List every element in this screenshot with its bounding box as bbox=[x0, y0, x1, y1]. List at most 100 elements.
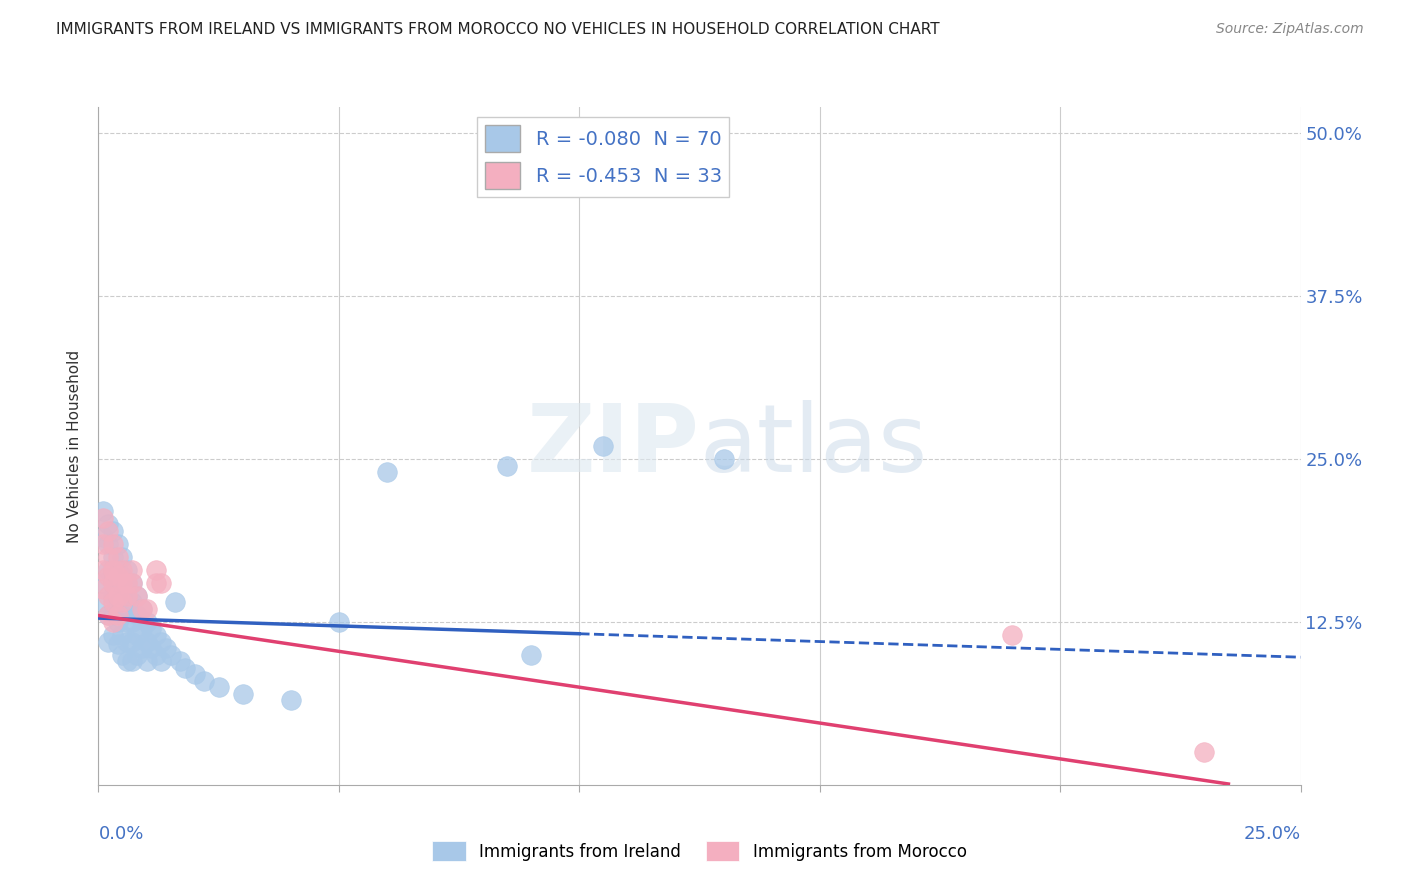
Point bbox=[101, 589, 124, 603]
Point bbox=[208, 680, 231, 694]
Point bbox=[101, 524, 124, 538]
Point bbox=[121, 634, 143, 648]
Point bbox=[183, 667, 205, 681]
Point bbox=[117, 589, 139, 603]
Point bbox=[131, 602, 153, 616]
Point bbox=[520, 648, 543, 662]
Point bbox=[107, 589, 129, 603]
Point bbox=[91, 504, 114, 518]
Point bbox=[117, 575, 139, 590]
Point bbox=[169, 654, 191, 668]
Point bbox=[135, 654, 157, 668]
Point bbox=[145, 628, 167, 642]
Point bbox=[117, 615, 139, 629]
Point bbox=[107, 569, 129, 583]
Point bbox=[193, 673, 215, 688]
Point bbox=[97, 563, 120, 577]
Point bbox=[107, 637, 129, 651]
Point bbox=[97, 608, 120, 623]
Point bbox=[117, 595, 139, 609]
Point bbox=[145, 648, 167, 662]
Point bbox=[165, 595, 187, 609]
Text: Source: ZipAtlas.com: Source: ZipAtlas.com bbox=[1216, 22, 1364, 37]
Point bbox=[135, 615, 157, 629]
Point bbox=[328, 615, 350, 629]
Point bbox=[91, 575, 114, 590]
Point bbox=[496, 458, 519, 473]
Point bbox=[121, 615, 143, 629]
Point bbox=[149, 634, 172, 648]
Point bbox=[97, 634, 120, 648]
Point bbox=[97, 517, 120, 532]
Point bbox=[107, 549, 129, 564]
Point bbox=[125, 589, 148, 603]
Point bbox=[91, 563, 114, 577]
Text: IMMIGRANTS FROM IRELAND VS IMMIGRANTS FROM MOROCCO NO VEHICLES IN HOUSEHOLD CORR: IMMIGRANTS FROM IRELAND VS IMMIGRANTS FR… bbox=[56, 22, 939, 37]
Point bbox=[117, 563, 139, 577]
Point bbox=[149, 654, 172, 668]
Point bbox=[91, 530, 114, 544]
Point bbox=[135, 602, 157, 616]
Point bbox=[111, 549, 134, 564]
Point bbox=[121, 563, 143, 577]
Point bbox=[101, 595, 124, 609]
Point bbox=[111, 608, 134, 623]
Point bbox=[125, 648, 148, 662]
Point bbox=[101, 575, 124, 590]
Point bbox=[117, 634, 139, 648]
Point bbox=[101, 569, 124, 583]
Point bbox=[121, 654, 143, 668]
Text: atlas: atlas bbox=[700, 400, 928, 492]
Point bbox=[141, 622, 163, 636]
Point bbox=[111, 569, 134, 583]
Point bbox=[107, 615, 129, 629]
Point bbox=[111, 589, 134, 603]
Point bbox=[375, 465, 398, 479]
Text: ZIP: ZIP bbox=[527, 400, 700, 492]
Point bbox=[125, 608, 148, 623]
Point bbox=[107, 537, 129, 551]
Point bbox=[97, 608, 120, 623]
Point bbox=[97, 569, 120, 583]
Point bbox=[121, 595, 143, 609]
Point bbox=[125, 628, 148, 642]
Point bbox=[174, 660, 197, 674]
Point bbox=[107, 563, 129, 577]
Point bbox=[101, 608, 124, 623]
Point bbox=[131, 641, 153, 656]
Point bbox=[111, 575, 134, 590]
Point bbox=[280, 693, 302, 707]
Point bbox=[145, 563, 167, 577]
Point bbox=[111, 648, 134, 662]
Point bbox=[232, 687, 254, 701]
Point bbox=[159, 648, 181, 662]
Point bbox=[131, 622, 153, 636]
Point bbox=[107, 575, 129, 590]
Point bbox=[1194, 745, 1216, 759]
Point bbox=[107, 608, 129, 623]
Point bbox=[117, 654, 139, 668]
Point bbox=[592, 439, 614, 453]
Point bbox=[91, 595, 114, 609]
Point bbox=[97, 589, 120, 603]
Point bbox=[125, 589, 148, 603]
Point bbox=[101, 628, 124, 642]
Point bbox=[107, 595, 129, 609]
Point bbox=[117, 575, 139, 590]
Point bbox=[91, 510, 114, 524]
Point bbox=[713, 452, 735, 467]
Point bbox=[111, 563, 134, 577]
Point bbox=[121, 575, 143, 590]
Legend: R = -0.080  N = 70, R = -0.453  N = 33: R = -0.080 N = 70, R = -0.453 N = 33 bbox=[477, 117, 730, 197]
Point bbox=[111, 595, 134, 609]
Point bbox=[149, 575, 172, 590]
Point bbox=[131, 602, 153, 616]
Point bbox=[145, 575, 167, 590]
Point bbox=[91, 537, 114, 551]
Point bbox=[97, 537, 120, 551]
Y-axis label: No Vehicles in Household: No Vehicles in Household bbox=[67, 350, 83, 542]
Point bbox=[101, 537, 124, 551]
Point bbox=[97, 524, 120, 538]
Point bbox=[135, 634, 157, 648]
Point bbox=[97, 549, 120, 564]
